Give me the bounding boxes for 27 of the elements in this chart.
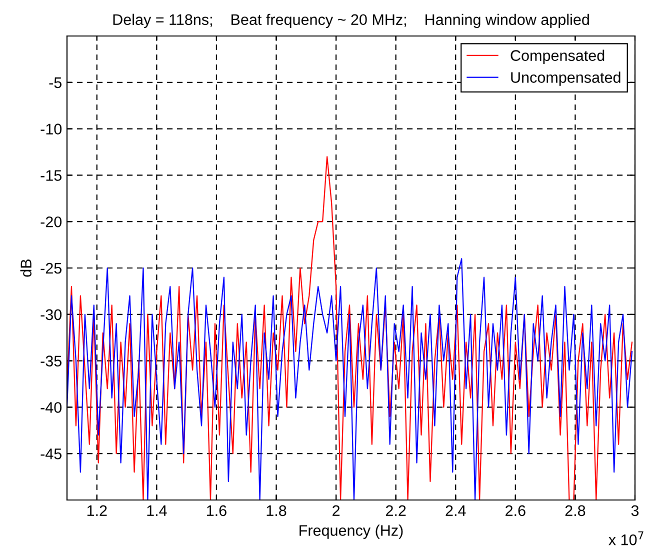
y-tick-label: -25 [40,262,62,274]
text: x 10$^{7}$ [608,531,644,546]
y-tick-label: -40 [40,402,62,413]
legend-label: Compensated [510,50,604,64]
x-tick-label: 2.6 [506,505,526,516]
chart-title: Delay = 118ns; Beat frequency ~ 20 MHz; Hanning window applied [113,14,589,28]
line-series [67,156,633,500]
x-tick-label: 1.6 [207,505,226,516]
x-tick-label: 1.4 [147,505,167,516]
x-tick-label: 2 [332,505,340,516]
y-tick-label: -35 [40,356,62,366]
y-tick-label: -20 [40,216,62,228]
y-tick-label: -15 [40,170,62,181]
line-series [67,258,633,500]
y-tick-label: -45 [40,448,62,460]
y-tick-label: -30 [40,309,62,320]
x-tick-label: 2.2 [386,505,406,516]
x-axis-title: Frequency (Hz) [300,524,403,539]
x-tick-label: 1.2 [87,505,107,516]
x-tick-label: 3 [631,505,639,516]
x-tick-label: 2.8 [565,505,586,516]
y-axis-title: dB [20,259,32,277]
x-tick-label: 1.8 [266,505,286,516]
x-tick-label: 2.4 [446,505,466,516]
y-tick-label: -5 [49,77,62,88]
legend-label: Uncompensated [511,72,620,86]
y-tick-label: -10 [40,124,62,134]
